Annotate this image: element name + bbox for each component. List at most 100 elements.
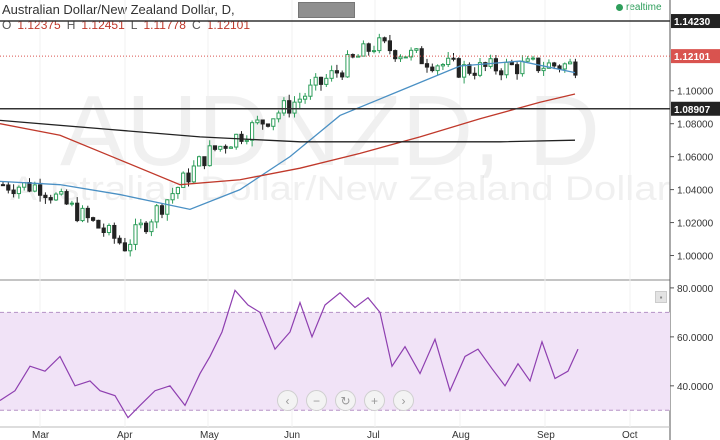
scroll-right-icon[interactable]: › bbox=[393, 390, 414, 411]
candle-body bbox=[0, 184, 6, 187]
candle-body bbox=[202, 156, 207, 167]
price-tick-label: 1.04000 bbox=[677, 186, 714, 197]
realtime-indicator[interactable]: realtime bbox=[616, 2, 662, 13]
candle-body bbox=[75, 202, 80, 222]
candle-body bbox=[186, 172, 191, 183]
candle-body bbox=[472, 72, 477, 76]
candle-body bbox=[356, 55, 361, 58]
candle-body bbox=[250, 122, 255, 141]
candle-body bbox=[38, 184, 43, 196]
rsi-pane bbox=[0, 289, 670, 419]
price-tick-label: 1.08000 bbox=[677, 120, 714, 131]
candle-body bbox=[106, 224, 112, 234]
month-label: Apr bbox=[117, 430, 133, 440]
open-label: O bbox=[2, 18, 12, 32]
candle-body bbox=[281, 100, 286, 114]
rsi-line bbox=[0, 289, 579, 419]
ma-line-blue bbox=[0, 60, 576, 211]
month-label: Mar bbox=[32, 430, 50, 440]
current-price-label: 1.12101 bbox=[674, 52, 711, 63]
candle-body bbox=[271, 118, 276, 127]
candle-body bbox=[207, 145, 212, 167]
candle-body bbox=[223, 145, 228, 149]
candle-body bbox=[546, 62, 551, 69]
hidden-timeframe-badge bbox=[298, 2, 355, 18]
close-label: C bbox=[191, 18, 201, 32]
level-label: 1.08907 bbox=[674, 105, 711, 116]
candle-body bbox=[11, 189, 16, 195]
month-label: Aug bbox=[452, 430, 470, 440]
candle-body bbox=[117, 237, 122, 244]
candle-body bbox=[371, 50, 377, 53]
candle-body bbox=[80, 207, 85, 222]
candle-body bbox=[149, 221, 154, 233]
month-label: Jul bbox=[367, 430, 380, 440]
rsi-tick-label: 60.0000 bbox=[677, 333, 714, 344]
candle-body bbox=[329, 70, 334, 79]
candle-body bbox=[308, 84, 313, 97]
candle-body bbox=[398, 56, 403, 60]
candle-body bbox=[382, 37, 387, 42]
candle-body bbox=[101, 227, 106, 234]
ma-line-red bbox=[0, 93, 576, 186]
price-tick-label: 1.02000 bbox=[677, 219, 714, 230]
candle-body bbox=[48, 197, 53, 201]
month-label: Oct bbox=[622, 430, 638, 440]
month-label: Sep bbox=[537, 430, 555, 440]
candle-body bbox=[170, 193, 175, 201]
watermark-name: Australian Dollar/New Zealand Dollar bbox=[10, 170, 670, 208]
level-label: 1.14230 bbox=[674, 17, 711, 28]
candle-body bbox=[377, 37, 382, 52]
candle-body bbox=[128, 243, 133, 252]
candle-body bbox=[154, 205, 159, 223]
candle-body bbox=[53, 193, 59, 201]
high-label: H bbox=[66, 18, 76, 32]
candle-body bbox=[27, 182, 32, 192]
pane-settings-icon[interactable]: ▪ bbox=[655, 291, 667, 303]
candle-body bbox=[493, 58, 498, 72]
candle-body bbox=[488, 58, 493, 67]
candle-body bbox=[175, 186, 181, 195]
candle-body bbox=[562, 63, 567, 70]
candle-body bbox=[265, 123, 271, 127]
current-price-label-bg bbox=[671, 49, 720, 64]
candle-body bbox=[568, 61, 573, 65]
price-tick-label: 1.10000 bbox=[677, 87, 714, 98]
candle-body bbox=[393, 50, 398, 60]
candle-body bbox=[234, 133, 239, 148]
low-label: L bbox=[130, 18, 138, 32]
ma-line-black bbox=[0, 119, 576, 143]
zoom-out-icon[interactable]: − bbox=[306, 390, 327, 411]
reset-icon[interactable]: ↻ bbox=[335, 390, 356, 411]
candle-body bbox=[85, 207, 90, 219]
candle-body bbox=[303, 95, 308, 100]
candle-body bbox=[409, 49, 414, 58]
candle-body bbox=[440, 64, 445, 67]
zoom-in-icon[interactable]: + bbox=[364, 390, 385, 411]
candle-body bbox=[552, 62, 557, 67]
candle-body bbox=[520, 60, 525, 75]
candle-body bbox=[424, 63, 430, 68]
level-label-bg bbox=[671, 14, 720, 29]
candle-body bbox=[387, 40, 392, 52]
candle-body bbox=[255, 119, 260, 124]
price-tick-label: 1.06000 bbox=[677, 153, 714, 164]
candle-body bbox=[504, 61, 509, 76]
candle-body bbox=[414, 48, 419, 51]
realtime-dot-icon bbox=[616, 4, 623, 11]
candle-body bbox=[334, 70, 339, 74]
candle-body bbox=[159, 205, 165, 215]
candle-body bbox=[6, 184, 11, 191]
candle-body bbox=[477, 62, 483, 76]
candle-body bbox=[181, 172, 186, 188]
scroll-left-icon[interactable]: ‹ bbox=[277, 390, 298, 411]
candle-body bbox=[260, 119, 265, 125]
candle-body bbox=[345, 54, 350, 78]
candle-body bbox=[112, 224, 117, 239]
candle-body bbox=[239, 133, 244, 142]
candle-body bbox=[451, 57, 456, 60]
candle-body bbox=[133, 224, 138, 245]
month-label: Jun bbox=[284, 430, 300, 440]
candle-body bbox=[292, 101, 297, 114]
